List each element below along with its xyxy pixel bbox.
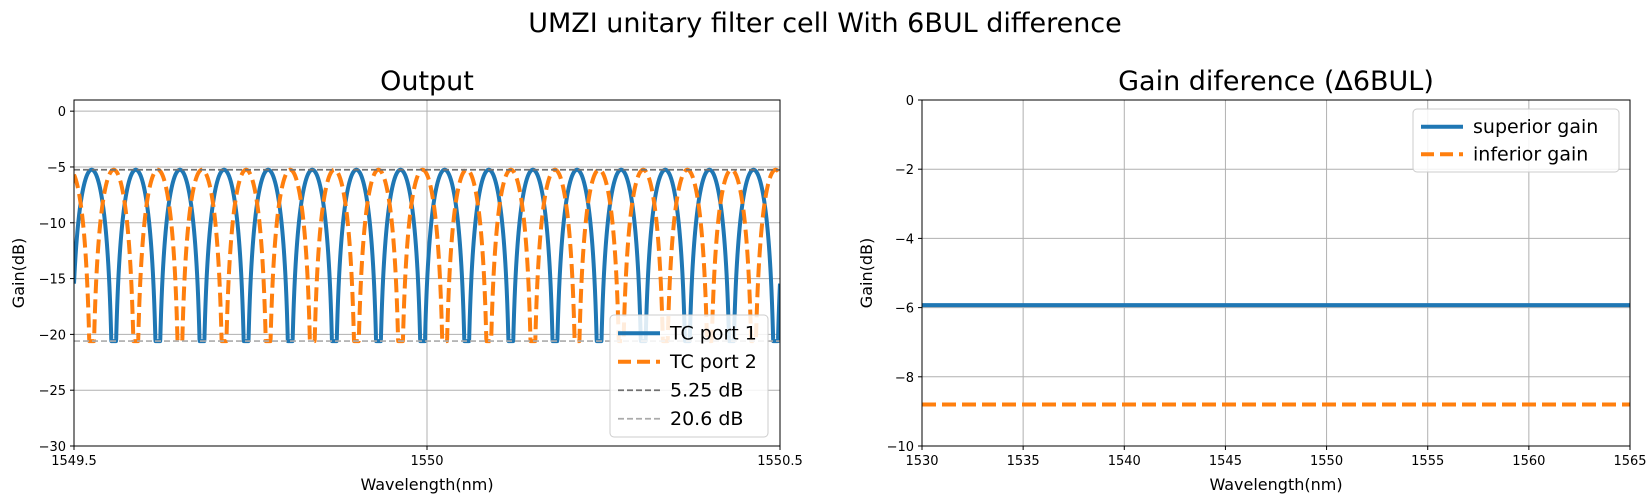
y-tick-label: −30 xyxy=(39,440,66,455)
subplot-title: Output xyxy=(380,66,474,97)
legend-label: TC port 2 xyxy=(669,351,757,373)
legend-label: 20.6 dB xyxy=(670,408,743,430)
x-tick-label: 1545 xyxy=(1209,454,1242,469)
y-tick-label: −5 xyxy=(47,161,66,176)
y-tick-label: −8 xyxy=(895,371,914,386)
y-tick-label: −2 xyxy=(895,163,914,178)
y-axis-label: Gain(dB) xyxy=(857,238,876,308)
x-tick-label: 1550 xyxy=(410,454,443,469)
subplot-1: 1549.5 1550 1550.5 0 −5 −10 −15 −20 −25 −30 Output… xyxy=(9,66,803,494)
legend: superior gain inferior gain xyxy=(1412,108,1620,173)
y-tick-label: −10 xyxy=(39,217,66,232)
y-tick-label: −20 xyxy=(39,328,66,343)
x-tick-label: 1565 xyxy=(1613,454,1646,469)
legend-label: inferior gain xyxy=(1473,143,1588,165)
legend-label: superior gain xyxy=(1473,116,1598,138)
x-tick-label: 1555 xyxy=(1411,454,1444,469)
series-group xyxy=(922,303,1630,407)
x-tick-label: 1540 xyxy=(1108,454,1141,469)
x-tick-label: 1550 xyxy=(1310,454,1343,469)
y-tick-label: −10 xyxy=(887,440,914,455)
x-tick-label: 1549.5 xyxy=(51,454,97,469)
legend-label: 5.25 dB xyxy=(670,379,743,401)
legend-box xyxy=(609,314,769,438)
x-tick-label: 1530 xyxy=(905,454,938,469)
y-tick-label: −4 xyxy=(895,232,914,247)
x-tick-label: 1550.5 xyxy=(757,454,803,469)
x-axis-label: Wavelength(nm) xyxy=(1209,475,1342,494)
y-tick-label: 0 xyxy=(58,105,66,120)
x-axis-label: Wavelength(nm) xyxy=(360,475,493,494)
subplot-2: 1530 1535 1540 1545 1550 1555 1560 1565 0 −2 −4 −6 −… xyxy=(857,66,1647,494)
axes-frame xyxy=(921,99,1631,447)
y-tick-label: −6 xyxy=(895,302,914,317)
x-tick-label: 1535 xyxy=(1007,454,1040,469)
figure-suptitle: UMZI unitary filter cell With 6BUL diffe… xyxy=(528,8,1122,39)
y-axis-label: Gain(dB) xyxy=(9,238,28,308)
legend: TC port 1 TC port 2 5.25 dB 20.6 dB xyxy=(609,314,769,438)
legend-label: TC port 1 xyxy=(669,322,757,344)
y-tick-label: 0 xyxy=(906,94,914,109)
y-tick-label: −15 xyxy=(39,273,66,288)
legend-box xyxy=(1412,108,1620,173)
y-tick-label: −25 xyxy=(39,384,66,399)
subplot-title: Gain diference (Δ6BUL) xyxy=(1118,66,1434,97)
x-tick-label: 1560 xyxy=(1512,454,1545,469)
